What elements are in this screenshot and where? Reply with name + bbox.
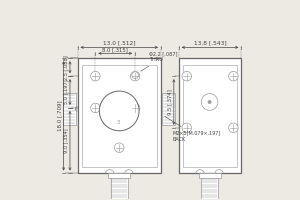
Bar [162, 93, 175, 125]
Text: 13.0 [.512]: 13.0 [.512] [103, 41, 136, 46]
Text: 5.0 [.197]: 5.0 [.197] [64, 80, 69, 104]
Circle shape [114, 143, 124, 152]
Circle shape [229, 71, 238, 81]
Text: M2×5[M.079×.197]
BACK: M2×5[M.079×.197] BACK [165, 116, 220, 142]
Text: 9.5 [.374]: 9.5 [.374] [168, 89, 172, 115]
Circle shape [208, 100, 211, 104]
Text: 3: 3 [116, 120, 120, 125]
Bar [183, 65, 237, 167]
Text: 8.0 [.315]: 8.0 [.315] [102, 47, 128, 52]
Circle shape [182, 71, 191, 81]
Circle shape [130, 103, 140, 113]
Bar [111, 178, 128, 200]
Circle shape [130, 71, 140, 81]
Bar [199, 173, 220, 178]
Bar [82, 65, 157, 167]
Text: 9.0 [.354]: 9.0 [.354] [64, 128, 69, 153]
Bar [201, 178, 218, 200]
Bar [77, 58, 161, 173]
Text: 13.8 [.543]: 13.8 [.543] [194, 41, 226, 46]
Text: Φ2.2 [.087]
THRU: Φ2.2 [.087] THRU [141, 51, 178, 71]
Circle shape [91, 71, 100, 81]
Circle shape [132, 72, 139, 79]
Text: 18.0 [.709]: 18.0 [.709] [57, 101, 62, 131]
Bar [179, 58, 242, 173]
Bar [108, 173, 130, 178]
Text: 2.5 [.088]: 2.5 [.088] [64, 55, 69, 80]
Circle shape [201, 94, 218, 110]
Circle shape [229, 123, 238, 133]
Circle shape [99, 91, 139, 131]
Circle shape [182, 123, 191, 133]
Circle shape [91, 103, 100, 113]
Bar [63, 93, 76, 125]
